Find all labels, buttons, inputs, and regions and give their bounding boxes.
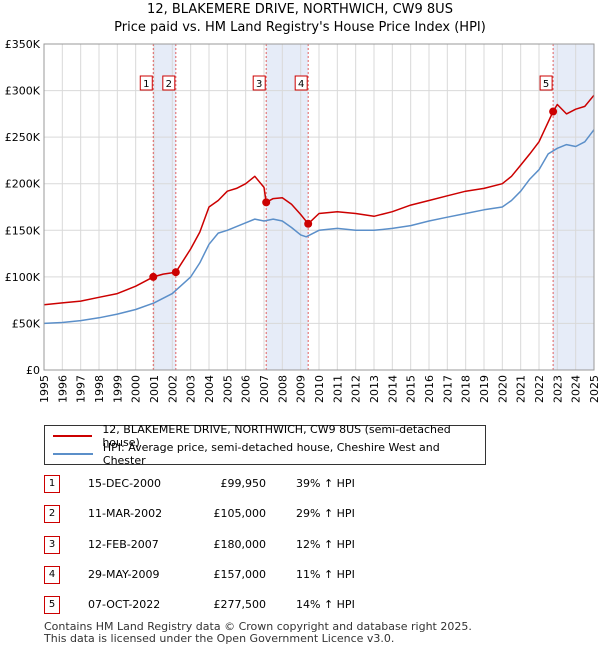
sale-hpi-delta: 11% ↑ HPI <box>296 568 355 581</box>
x-tick-label: 2025 <box>588 375 600 403</box>
legend-item-hpi: HPI: Average price, semi-detached house,… <box>53 441 485 467</box>
sale-point <box>149 272 158 281</box>
x-tick-label: 2008 <box>276 375 289 403</box>
y-tick-label: £150K <box>5 224 41 237</box>
sale-number-badge: 1 <box>44 475 60 493</box>
sale-point <box>304 219 313 228</box>
sale-period-band <box>153 44 176 370</box>
sale-label-box <box>139 75 153 91</box>
sale-hpi-delta: 14% ↑ HPI <box>296 598 355 611</box>
series-line <box>43 94 595 306</box>
x-tick-label: 2006 <box>240 375 253 403</box>
series-line <box>43 129 595 325</box>
x-tick-label: 2021 <box>515 375 528 403</box>
sale-point <box>262 198 271 207</box>
x-tick-label: 2017 <box>441 375 454 403</box>
sale-row: 1 15-DEC-2000 £99,950 39% ↑ HPI <box>44 475 444 495</box>
y-tick-label: £100K <box>5 271 41 284</box>
x-tick-label: 2016 <box>423 375 436 403</box>
chart-subtitle: Price paid vs. HM Land Registry's House … <box>114 20 486 35</box>
x-tick-label: 2002 <box>166 375 179 403</box>
sale-label: 2 <box>166 79 172 90</box>
sale-label-box <box>294 75 308 91</box>
x-tick-label: 2012 <box>350 375 363 403</box>
sale-label: 4 <box>298 79 304 90</box>
sale-label: 3 <box>256 79 262 90</box>
sale-date: 07-OCT-2022 <box>88 598 161 611</box>
sale-number-badge: 4 <box>44 566 60 584</box>
x-tick-label: 2003 <box>185 375 198 403</box>
x-tick-label: 2001 <box>148 375 161 403</box>
x-tick-label: 2013 <box>368 375 381 403</box>
legend-label: 12, BLAKEMERE DRIVE, NORTHWICH, CW9 8US … <box>102 423 451 449</box>
y-tick-label: £350K <box>5 38 41 51</box>
sale-price: £99,950 <box>220 477 267 490</box>
x-tick-label: 2010 <box>313 375 326 403</box>
x-tick-label: 2022 <box>533 375 546 403</box>
sale-date: 11-MAR-2002 <box>88 507 163 520</box>
x-tick-label: 2015 <box>405 375 418 403</box>
sale-hpi-delta: 12% ↑ HPI <box>296 538 355 551</box>
sale-price: £105,000 <box>213 507 267 520</box>
legend-swatch <box>53 435 93 437</box>
x-tick-label: 1995 <box>38 375 51 403</box>
x-tick-label: 2023 <box>551 375 564 403</box>
x-tick-label: 2024 <box>570 375 583 403</box>
x-tick-label: 2014 <box>386 375 399 403</box>
footer-license: This data is licensed under the Open Gov… <box>44 632 395 645</box>
legend-swatch <box>53 453 93 455</box>
sale-point <box>171 268 180 277</box>
sale-date: 29-MAY-2009 <box>88 568 160 581</box>
plot-frame <box>43 43 595 371</box>
sale-label: 1 <box>143 79 149 90</box>
sale-label: 5 <box>543 79 549 90</box>
sale-period-band <box>266 44 309 370</box>
sale-date: 12-FEB-2007 <box>88 538 159 551</box>
sale-label-box <box>252 75 266 91</box>
footer-copyright: Contains HM Land Registry data © Crown c… <box>44 620 472 633</box>
sale-label-box <box>539 75 553 91</box>
sale-row: 4 29-MAY-2009 £157,000 11% ↑ HPI <box>44 566 444 586</box>
sale-number-badge: 5 <box>44 596 60 614</box>
sale-point <box>549 107 558 116</box>
x-tick-label: 2011 <box>331 375 344 403</box>
sale-period-band <box>553 44 594 370</box>
price-chart: 1 2 3 4 5 £0 £50K £100K £150K £200K £250K £300K £35… <box>5 38 600 403</box>
sale-price: £180,000 <box>213 538 267 551</box>
sale-label-box <box>162 75 176 91</box>
x-tick-label: 2005 <box>221 375 234 403</box>
sale-number-badge: 3 <box>44 536 60 554</box>
x-tick-label: 2019 <box>478 375 491 403</box>
sale-row: 2 11-MAR-2002 £105,000 29% ↑ HPI <box>44 505 444 525</box>
chart-title: 12, BLAKEMERE DRIVE, NORTHWICH, CW9 8US <box>147 2 453 17</box>
x-tick-label: 1996 <box>56 375 69 403</box>
legend-label: HPI: Average price, semi-detached house,… <box>102 441 440 467</box>
sale-hpi-delta: 29% ↑ HPI <box>296 507 355 520</box>
legend-item-property: 12, BLAKEMERE DRIVE, NORTHWICH, CW9 8US … <box>53 423 485 449</box>
y-tick-label: £50K <box>12 317 41 330</box>
y-tick-label: £200K <box>5 178 41 191</box>
x-tick-label: 1999 <box>111 375 124 403</box>
y-tick-label: £300K <box>5 85 41 98</box>
x-tick-label: 2018 <box>460 375 473 403</box>
sale-hpi-delta: 39% ↑ HPI <box>296 477 355 490</box>
x-tick-label: 2000 <box>130 375 143 403</box>
sale-price: £277,500 <box>213 598 267 611</box>
chart-legend: 12, BLAKEMERE DRIVE, NORTHWICH, CW9 8US … <box>44 423 486 467</box>
x-tick-label: 1998 <box>93 375 106 403</box>
sale-row: 5 07-OCT-2022 £277,500 14% ↑ HPI <box>44 596 444 616</box>
x-tick-label: 2020 <box>496 375 509 403</box>
y-tick-label: £0 <box>26 364 40 377</box>
x-tick-label: 1997 <box>75 375 88 403</box>
sale-price: £157,000 <box>213 568 267 581</box>
x-tick-label: 2009 <box>295 375 308 403</box>
sale-row: 3 12-FEB-2007 £180,000 12% ↑ HPI <box>44 536 444 556</box>
x-tick-label: 2007 <box>258 375 271 403</box>
sale-date: 15-DEC-2000 <box>88 477 162 490</box>
x-tick-label: 2004 <box>203 375 216 403</box>
y-tick-label: £250K <box>5 131 41 144</box>
sale-number-badge: 2 <box>44 505 60 523</box>
